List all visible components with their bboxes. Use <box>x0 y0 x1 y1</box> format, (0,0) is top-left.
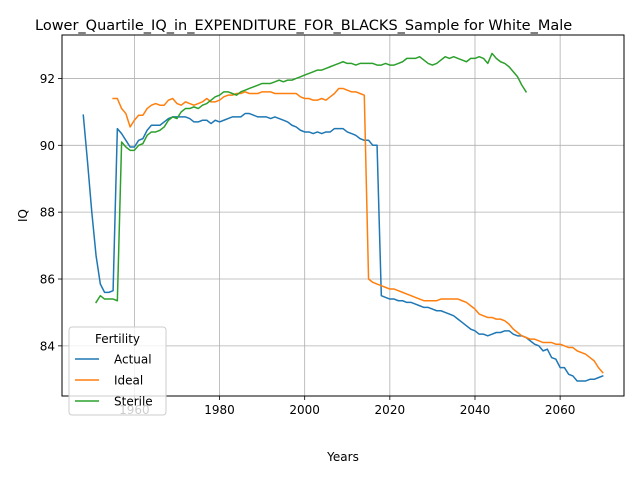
y-tick-label: 84 <box>40 339 55 353</box>
y-tick-label: 86 <box>40 273 55 287</box>
legend-entries: Actual Ideal Sterile <box>75 353 153 409</box>
x-tick-label: 2000 <box>289 403 320 417</box>
x-axis-label: Years <box>326 450 359 464</box>
legend-label-sterile: Sterile <box>114 395 153 409</box>
series-line-sterile <box>95 52 528 304</box>
y-tick-label: 88 <box>40 206 55 220</box>
y-axis-label: IQ <box>16 209 30 222</box>
legend-box <box>68 326 167 416</box>
series-line-actual <box>82 112 604 382</box>
legend: Fertility Actual Ideal Sterile <box>68 326 167 416</box>
chart-title: Lower_Quartile_IQ_in_EXPENDITURE_FOR_BLA… <box>35 18 572 34</box>
y-tick-label: 90 <box>40 139 55 153</box>
y-tick-label: 92 <box>40 72 55 86</box>
x-tick-label: 2020 <box>375 403 406 417</box>
x-tick-label: 1980 <box>204 403 235 417</box>
series-line-ideal <box>112 87 604 374</box>
legend-label-actual: Actual <box>114 353 152 367</box>
plot-frame <box>61 34 625 397</box>
legend-label-ideal: Ideal <box>114 374 143 388</box>
legend-title: Fertility <box>95 332 140 346</box>
x-tick-label: 2040 <box>460 403 491 417</box>
series-lines <box>82 52 604 382</box>
x-tick-label: 2060 <box>545 403 576 417</box>
